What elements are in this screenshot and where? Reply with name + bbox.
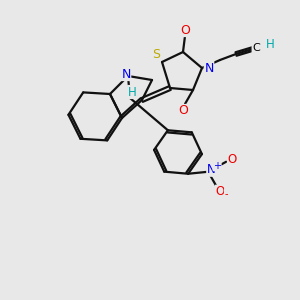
Text: O: O (215, 185, 225, 198)
Text: S: S (152, 49, 160, 62)
Text: N: N (207, 163, 215, 176)
Text: N: N (204, 61, 214, 74)
Text: N: N (121, 68, 131, 80)
Text: O: O (180, 23, 190, 37)
Text: +: + (213, 161, 221, 171)
Text: H: H (266, 38, 274, 50)
Text: H: H (128, 85, 136, 98)
Text: C: C (252, 43, 260, 53)
Text: O: O (227, 153, 237, 166)
Text: -: - (224, 189, 228, 199)
Text: O: O (178, 104, 188, 118)
